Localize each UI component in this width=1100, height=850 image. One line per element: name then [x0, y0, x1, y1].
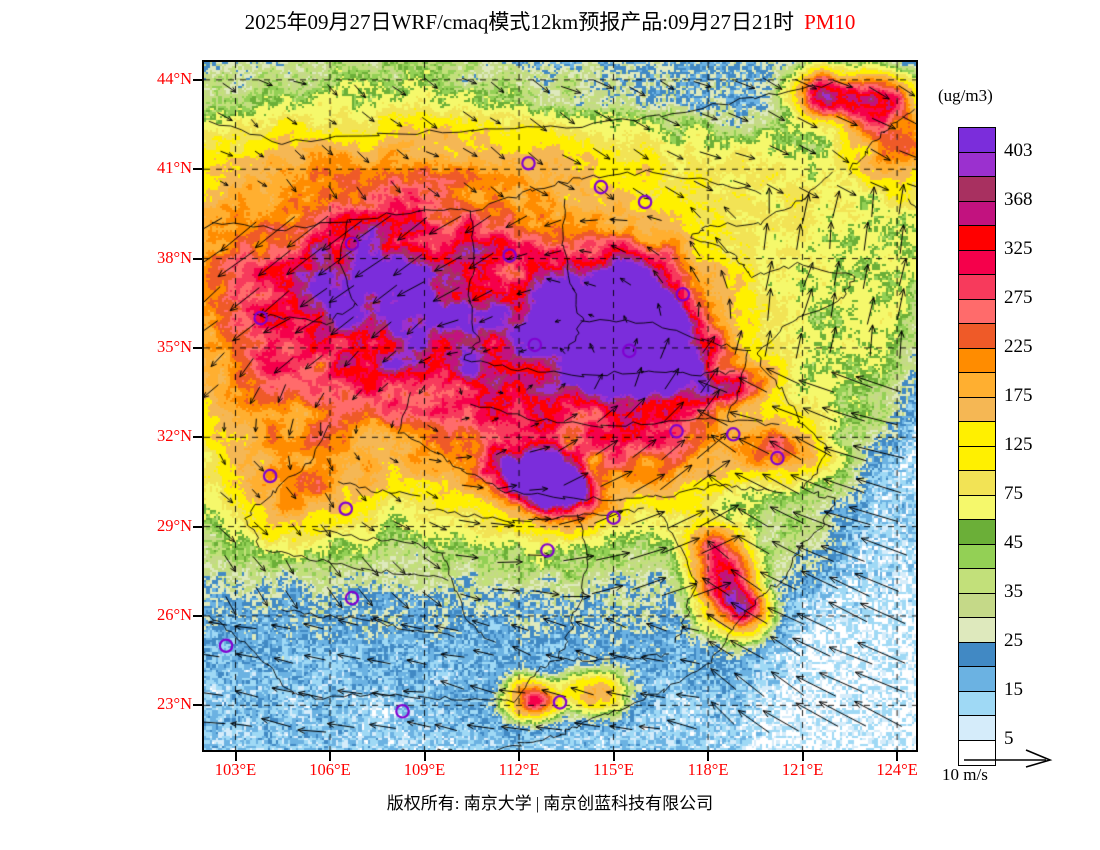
longitude-tick-label: 121°E: [781, 760, 824, 779]
longitude-tick: [612, 752, 615, 761]
latitude-tick-label: 26°N: [156, 604, 192, 624]
forecast-map[interactable]: [202, 60, 918, 752]
longitude-tick-label: 103°E: [214, 760, 257, 779]
right-arrow-icon: [964, 749, 1053, 768]
colorbar-swatch: [959, 299, 995, 324]
copyright-right: 南京创蓝科技有限公司: [543, 794, 714, 813]
colorbar-swatch: [959, 446, 995, 471]
wind-scale-label: 10 m/s: [942, 765, 988, 784]
colorbar-tick-label: 75: [1004, 482, 1023, 504]
pollutant-label: PM10: [804, 10, 856, 34]
colorbar-units: (ug/m3): [938, 86, 993, 105]
wind-scale-key: [960, 748, 1080, 794]
latitude-tick: [193, 436, 202, 439]
latitude-tick-label: 35°N: [156, 336, 192, 356]
colorbar-swatch: [959, 226, 995, 251]
colorbar-swatch: [959, 642, 995, 667]
colorbar-tick-label: 25: [1004, 629, 1023, 651]
colorbar-swatch: [959, 495, 995, 520]
colorbar-swatch: [959, 520, 995, 545]
colorbar-swatch: [959, 716, 995, 741]
copyright-left: 版权所有: 南京大学: [386, 794, 532, 813]
longitude-tick: [801, 752, 804, 761]
latitude-tick-label: 38°N: [156, 247, 192, 267]
colorbar-swatch: [959, 593, 995, 618]
colorbar-swatch: [959, 740, 995, 765]
latitude-tick: [193, 525, 202, 528]
longitude-tick-label: 124°E: [876, 760, 918, 779]
latitude-tick: [193, 614, 202, 617]
latitude-tick: [193, 346, 202, 349]
colorbar-swatch: [959, 397, 995, 422]
colorbar-swatch: [959, 201, 995, 226]
longitude-tick-label: 109°E: [403, 760, 446, 779]
latitude-tick-label: 23°N: [156, 694, 192, 714]
copyright-notice: 版权所有: 南京大学 | 南京创蓝科技有限公司: [0, 789, 1100, 814]
colorbar-swatch: [959, 618, 995, 643]
longitude-tick-label: 106°E: [309, 760, 351, 779]
colorbar-swatch: [959, 250, 995, 275]
colorbar-tick-label: 368: [1004, 188, 1033, 210]
colorbar-tick-label: 15: [1004, 678, 1023, 700]
longitude-tick: [518, 752, 521, 761]
colorbar-tick-label: 5: [1004, 727, 1014, 749]
colorbar[interactable]: [958, 127, 996, 766]
latitude-tick-label: 29°N: [156, 515, 192, 535]
colorbar-swatch: [959, 691, 995, 716]
colorbar-swatch: [959, 324, 995, 349]
page-title: 2025年09月27日WRF/cmaq模式12km预报产品:09月27日21时 P…: [0, 6, 1100, 36]
colorbar-swatch: [959, 471, 995, 496]
colorbar-swatch: [959, 275, 995, 300]
colorbar-tick-label: 125: [1004, 433, 1033, 455]
colorbar-swatch: [959, 128, 995, 153]
colorbar-swatch: [959, 348, 995, 373]
longitude-tick: [329, 752, 332, 761]
longitude-tick-label: 118°E: [687, 760, 729, 779]
colorbar-tick-label: 175: [1004, 384, 1033, 406]
latitude-tick: [193, 168, 202, 171]
colorbar-swatch: [959, 569, 995, 594]
latitude-tick-label: 41°N: [156, 158, 192, 178]
colorbar-swatch: [959, 373, 995, 398]
colorbar-swatch: [959, 152, 995, 177]
latitude-tick-label: 44°N: [156, 68, 192, 88]
longitude-tick: [423, 752, 426, 761]
longitude-tick: [896, 752, 899, 761]
wind-vector-canvas: [204, 62, 916, 750]
colorbar-swatch: [959, 177, 995, 202]
latitude-tick: [193, 704, 202, 707]
colorbar-swatch: [959, 544, 995, 569]
longitude-tick: [234, 752, 237, 761]
longitude-tick-label: 115°E: [593, 760, 634, 779]
latitude-tick-label: 32°N: [156, 426, 192, 446]
copyright-separator: |: [535, 794, 540, 813]
colorbar-tick-label: 275: [1004, 286, 1033, 308]
colorbar-tick-label: 35: [1004, 580, 1023, 602]
colorbar-tick-label: 403: [1004, 139, 1033, 161]
latitude-tick: [193, 257, 202, 260]
colorbar-swatch: [959, 667, 995, 692]
colorbar-tick-label: 325: [1004, 237, 1033, 259]
colorbar-swatch: [959, 422, 995, 447]
longitude-tick-label: 112°E: [498, 760, 540, 779]
longitude-tick: [707, 752, 710, 761]
latitude-tick: [193, 78, 202, 81]
colorbar-tick-label: 45: [1004, 531, 1023, 553]
colorbar-tick-label: 225: [1004, 335, 1033, 357]
title-text: 2025年09月27日WRF/cmaq模式12km预报产品:09月27日21时: [244, 10, 795, 34]
